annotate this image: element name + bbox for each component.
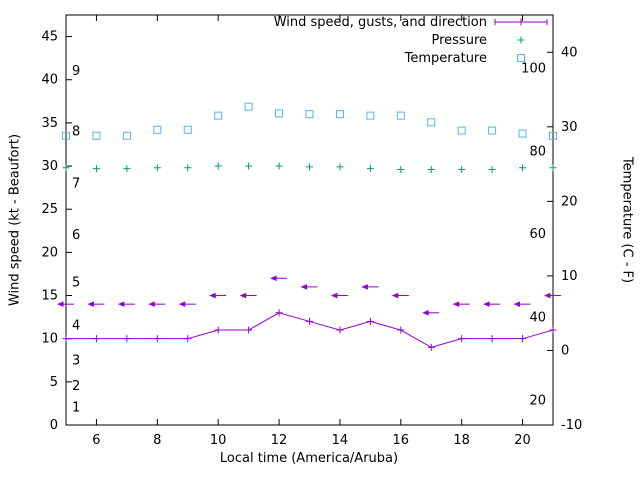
wind-direction-arrow [239, 292, 257, 299]
svg-text:7: 7 [72, 176, 80, 191]
svg-text:40: 40 [561, 45, 578, 60]
svg-text:10: 10 [561, 269, 578, 284]
fahrenheit-scale-labels: 20 40 60 80 100 [521, 62, 546, 409]
y-axis-right-title: Temperature (C - F) [619, 156, 635, 284]
svg-text:-10: -10 [561, 418, 582, 433]
svg-text:35: 35 [41, 116, 58, 131]
wind-direction-arrow [544, 292, 561, 299]
series-wind-speed-gusts-and-direction [62, 309, 557, 351]
svg-text:6: 6 [92, 433, 100, 448]
series-temperature [62, 102, 557, 140]
wind-direction-arrow [391, 292, 409, 299]
svg-text:30: 30 [41, 159, 58, 174]
svg-text:16: 16 [393, 433, 410, 448]
wind-direction-arrow [513, 301, 531, 307]
svg-text:25: 25 [41, 202, 58, 217]
svg-text:45: 45 [41, 30, 58, 45]
legend: Wind speed, gusts, and direction Pressure… [274, 15, 548, 66]
legend-entry: Temperature [404, 51, 525, 66]
svg-text:10: 10 [210, 433, 227, 448]
legend-entry: Pressure [431, 33, 525, 48]
y-axis-left-title: Wind speed (kt - Beaufort) [7, 133, 23, 307]
wind-direction-arrow [330, 292, 348, 299]
svg-text:20: 20 [514, 433, 531, 448]
legend-entry: Wind speed, gusts, and direction [274, 15, 548, 30]
svg-text:0: 0 [50, 418, 58, 433]
svg-text:20: 20 [529, 393, 546, 408]
wind-direction-arrow [57, 301, 74, 307]
svg-text:Pressure: Pressure [431, 33, 487, 48]
wind-direction-arrow [270, 275, 288, 282]
wind-direction-arrow [178, 301, 196, 307]
svg-text:60: 60 [529, 227, 546, 242]
svg-text:15: 15 [41, 289, 58, 304]
svg-text:100: 100 [521, 62, 546, 77]
wind-direction-arrow [300, 284, 318, 290]
svg-text:1: 1 [72, 401, 80, 416]
svg-text:14: 14 [332, 433, 349, 448]
svg-text:12: 12 [271, 433, 288, 448]
svg-text:6: 6 [72, 228, 80, 243]
x-axis-title: Local time (America/Aruba) [219, 451, 399, 466]
svg-text:20: 20 [41, 245, 58, 260]
series-wind-gusts-with-direction-arrows [57, 275, 561, 316]
svg-text:9: 9 [72, 64, 80, 79]
svg-text:Temperature: Temperature [404, 51, 487, 66]
svg-text:0: 0 [561, 343, 569, 358]
wind-direction-arrow [422, 309, 440, 316]
wind-direction-arrow [87, 301, 105, 307]
wind-direction-arrow [361, 284, 379, 290]
svg-text:5: 5 [50, 375, 58, 390]
svg-text:2: 2 [72, 379, 80, 394]
wind-direction-arrow [483, 301, 501, 307]
wind-direction-arrow [148, 301, 166, 307]
wind-direction-arrow [117, 301, 135, 307]
svg-text:8: 8 [72, 125, 80, 140]
series-pressure [62, 162, 557, 174]
svg-text:20: 20 [561, 194, 578, 209]
svg-text:8: 8 [153, 433, 161, 448]
svg-text:4: 4 [72, 319, 80, 334]
svg-text:3: 3 [72, 353, 80, 368]
axes: 6 8 10 12 14 16 18 20051015202530354045-1001020… [41, 14, 582, 448]
svg-text:40: 40 [41, 73, 58, 88]
svg-text:40: 40 [529, 311, 546, 326]
svg-text:18: 18 [453, 433, 470, 448]
svg-text:30: 30 [561, 120, 578, 135]
wind-direction-arrow [452, 301, 470, 307]
beaufort-scale-labels: 1 2 3 4 5 6 7 8 9 [72, 64, 80, 416]
svg-text:80: 80 [529, 144, 546, 159]
svg-text:Wind speed, gusts, and directi: Wind speed, gusts, and direction [274, 15, 487, 30]
wind-direction-arrow [209, 292, 227, 299]
svg-text:5: 5 [72, 276, 80, 291]
svg-text:10: 10 [41, 332, 58, 347]
